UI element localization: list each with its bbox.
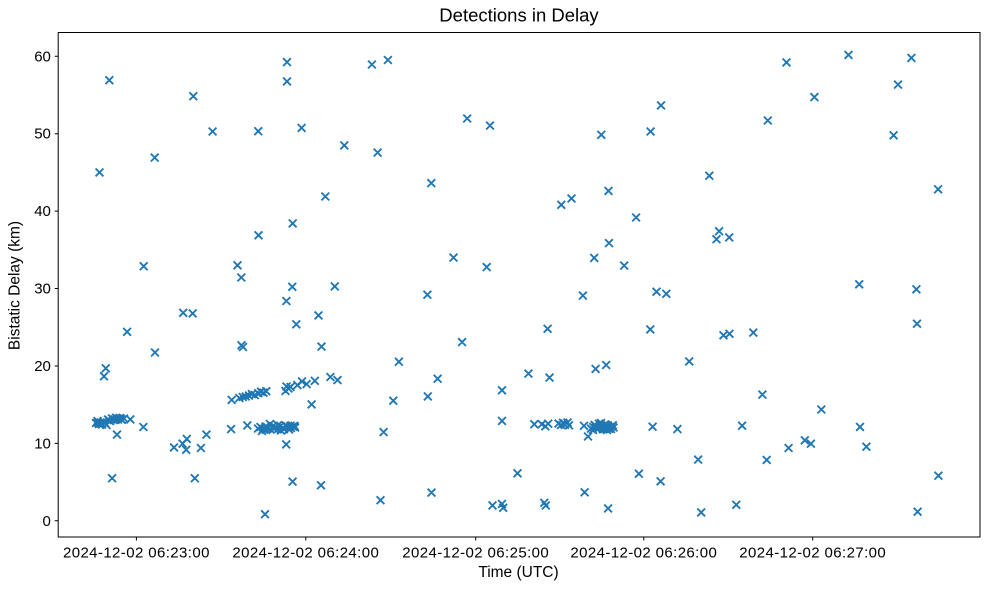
svg-text:2024-12-02 06:23:00: 2024-12-02 06:23:00 bbox=[63, 545, 210, 562]
svg-text:60: 60 bbox=[34, 48, 51, 65]
svg-text:Time (UTC): Time (UTC) bbox=[478, 564, 558, 581]
svg-text:50: 50 bbox=[34, 126, 51, 143]
svg-text:2024-12-02 06:24:00: 2024-12-02 06:24:00 bbox=[232, 545, 379, 562]
svg-text:2024-12-02 06:27:00: 2024-12-02 06:27:00 bbox=[739, 545, 886, 562]
svg-text:20: 20 bbox=[34, 358, 51, 375]
svg-text:Bistatic Delay (km): Bistatic Delay (km) bbox=[7, 221, 24, 350]
svg-text:30: 30 bbox=[34, 281, 51, 298]
svg-text:10: 10 bbox=[34, 435, 51, 452]
svg-text:40: 40 bbox=[34, 203, 51, 220]
svg-text:0: 0 bbox=[43, 513, 51, 530]
svg-text:2024-12-02 06:26:00: 2024-12-02 06:26:00 bbox=[570, 545, 717, 562]
svg-text:2024-12-02 06:25:00: 2024-12-02 06:25:00 bbox=[402, 545, 549, 562]
svg-text:Detections in Delay: Detections in Delay bbox=[439, 5, 599, 26]
